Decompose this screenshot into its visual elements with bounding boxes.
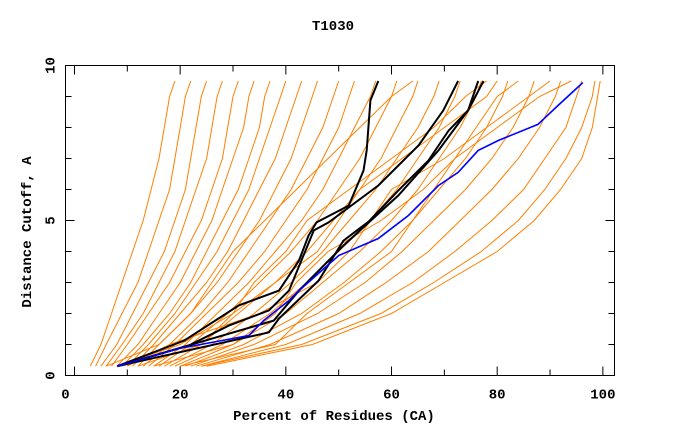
- model-curve-28: [180, 80, 572, 367]
- model-curve-1: [89, 80, 176, 367]
- model-curve-5: [111, 80, 239, 367]
- model-curve-24: [206, 80, 601, 367]
- chart-title: T1030: [312, 19, 354, 35]
- model-curve-7: [121, 80, 271, 367]
- x-tick-label: 100: [590, 388, 615, 404]
- series-group: [89, 80, 601, 368]
- highlight-curve-4: [117, 80, 485, 368]
- y-tick-label: 10: [44, 57, 60, 74]
- model-curve-11: [142, 80, 340, 367]
- x-tick-label: 40: [277, 388, 294, 404]
- model-curve-14: [158, 80, 398, 367]
- model-curve-3: [100, 80, 208, 367]
- y-tick-label: 0: [44, 371, 60, 379]
- best-curve: [117, 82, 584, 367]
- model-curve-23: [201, 80, 596, 367]
- highlight-curve-1: [116, 80, 380, 368]
- x-tick-label: 80: [489, 388, 506, 404]
- y-tick-label: 5: [44, 216, 60, 224]
- model-curve-12: [148, 80, 355, 367]
- x-tick-label: 60: [383, 388, 400, 404]
- model-curve-16: [169, 80, 440, 367]
- x-tick-label: 0: [61, 388, 69, 404]
- model-curve-13: [153, 80, 377, 367]
- model-curve-21: [195, 80, 562, 367]
- highlight-curve-2: [117, 80, 459, 368]
- model-curve-6: [116, 80, 255, 367]
- x-axis-label: Percent of Residues (CA): [233, 409, 435, 425]
- y-axis-label: Distance Cutoff, A: [20, 156, 36, 308]
- axes-group: 0 20 40 60 80 100 0 5 10: [44, 57, 616, 403]
- model-curve-25: [116, 80, 498, 367]
- model-curve-4: [105, 80, 223, 367]
- model-curve-30: [106, 80, 413, 367]
- model-curve-15: [164, 80, 419, 367]
- model-curve-2: [95, 80, 192, 367]
- model-curve-22: [201, 80, 583, 367]
- x-tick-label: 20: [172, 388, 189, 404]
- model-curve-8: [126, 80, 287, 367]
- model-curve-29: [137, 80, 487, 367]
- model-curve-9: [132, 80, 303, 367]
- model-curve-18: [180, 80, 482, 367]
